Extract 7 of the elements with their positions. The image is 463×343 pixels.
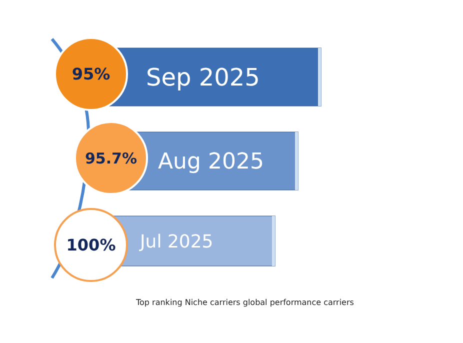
data-label: 100% (66, 236, 116, 255)
category-label: Jul 2025 (139, 231, 214, 252)
data-label: 95% (72, 64, 110, 84)
category-label: Aug 2025 (158, 150, 264, 175)
category-label: Sep 2025 (146, 63, 260, 92)
data-label: 95.7% (84, 149, 138, 168)
text: Top ranking Niche carriers global performance carriers (135, 298, 354, 307)
